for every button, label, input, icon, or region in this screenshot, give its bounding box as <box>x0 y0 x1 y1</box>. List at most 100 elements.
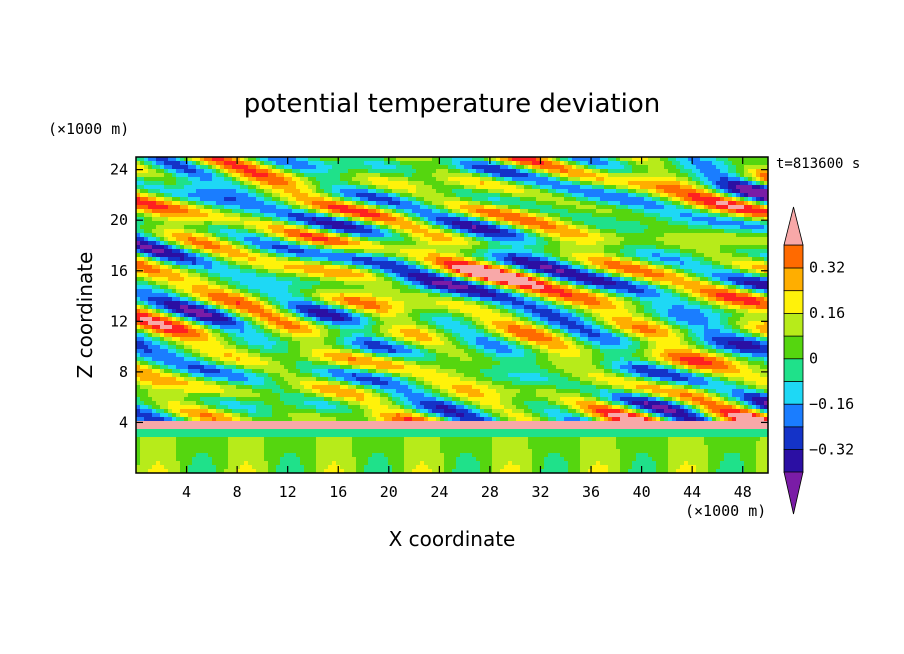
field-cell <box>156 213 161 218</box>
field-cell <box>292 213 297 218</box>
field-cell <box>620 253 625 258</box>
field-cell <box>236 197 241 202</box>
field-cell <box>404 225 409 230</box>
field-cell <box>496 237 501 242</box>
field-cell <box>208 229 213 234</box>
field-cell <box>640 261 645 266</box>
field-cell <box>500 181 505 186</box>
field-cell <box>444 213 449 218</box>
field-cell <box>252 173 257 178</box>
field-cell <box>464 277 469 282</box>
field-cell <box>380 189 385 194</box>
field-cell <box>432 189 437 194</box>
field-cell <box>344 241 349 246</box>
field-cell <box>572 205 577 210</box>
field-cell <box>688 201 693 206</box>
field-cell <box>668 213 673 218</box>
field-cell <box>372 253 377 258</box>
field-cell <box>592 181 597 186</box>
field-cell <box>664 165 669 170</box>
field-cell <box>328 181 333 186</box>
field-cell <box>636 265 641 270</box>
field-cell <box>440 169 445 174</box>
field-cell <box>376 157 381 162</box>
field-cell <box>272 189 277 194</box>
field-cell <box>720 241 725 246</box>
field-cell <box>516 273 521 278</box>
field-cell <box>240 161 245 166</box>
field-cell <box>288 269 293 274</box>
field-cell <box>324 253 329 258</box>
chart-title: potential temperature deviation <box>244 89 660 119</box>
field-cell <box>212 233 217 238</box>
field-cell <box>200 225 205 230</box>
field-cell <box>564 205 569 210</box>
field-cell <box>616 249 621 254</box>
field-cell <box>520 253 525 258</box>
field-cell <box>556 209 561 214</box>
field-cell <box>400 257 405 262</box>
field-cell <box>444 173 449 178</box>
field-cell <box>564 193 569 198</box>
field-cell <box>280 225 285 230</box>
field-cell <box>668 245 673 250</box>
field-cell <box>596 177 601 182</box>
field-cell <box>464 201 469 206</box>
field-cell <box>200 281 205 286</box>
field-cell <box>312 213 317 218</box>
field-cell <box>732 165 737 170</box>
field-cell <box>720 277 725 282</box>
field-cell <box>348 205 353 210</box>
field-cell <box>224 165 229 170</box>
field-cell <box>476 277 481 282</box>
field-cell <box>172 237 177 242</box>
field-cell <box>248 245 253 250</box>
field-cell <box>352 169 357 174</box>
field-cell <box>180 273 185 278</box>
field-cell <box>736 209 741 214</box>
field-cell <box>344 245 349 250</box>
field-cell <box>160 165 165 170</box>
field-cell <box>348 229 353 234</box>
field-cell <box>232 249 237 254</box>
field-cell <box>276 201 281 206</box>
field-cell <box>736 213 741 218</box>
field-cell <box>568 213 573 218</box>
field-cell <box>252 281 257 286</box>
field-cell <box>388 189 393 194</box>
field-cell <box>360 229 365 234</box>
field-cell <box>564 173 569 178</box>
field-cell <box>584 229 589 234</box>
field-cell <box>304 245 309 250</box>
field-cell <box>496 241 501 246</box>
field-cell <box>652 193 657 198</box>
field-cell <box>160 161 165 166</box>
field-cell <box>376 225 381 230</box>
field-cell <box>160 245 165 250</box>
field-cell <box>592 157 597 162</box>
field-cell <box>704 161 709 166</box>
field-cell <box>544 249 549 254</box>
field-cell <box>656 233 661 238</box>
field-cell <box>472 209 477 214</box>
field-cell <box>176 205 181 210</box>
field-cell <box>588 277 593 282</box>
field-cell <box>652 233 657 238</box>
field-cell <box>572 169 577 174</box>
field-cell <box>416 181 421 186</box>
field-cell <box>160 269 165 274</box>
field-cell <box>468 157 473 162</box>
field-cell <box>228 197 233 202</box>
field-cell <box>704 245 709 250</box>
field-cell <box>444 229 449 234</box>
field-cell <box>168 197 173 202</box>
field-cell <box>752 161 757 166</box>
field-cell <box>336 165 341 170</box>
field-cell <box>764 257 768 262</box>
field-cell <box>280 241 285 246</box>
field-cell <box>180 281 185 286</box>
field-cell <box>236 249 241 254</box>
field-cell <box>264 193 269 198</box>
field-cell <box>712 225 717 230</box>
field-cell <box>432 165 437 170</box>
